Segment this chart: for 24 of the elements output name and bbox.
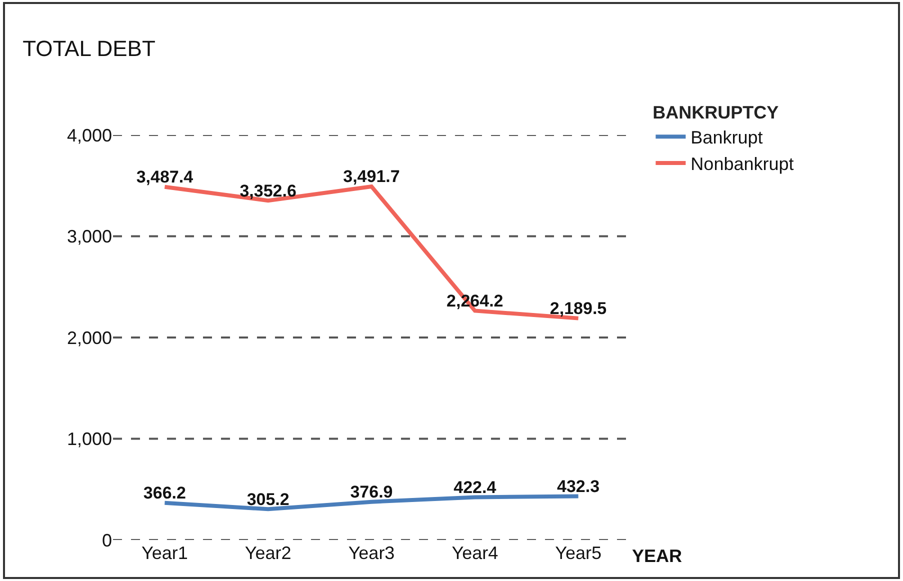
data-label: 366.2 — [143, 484, 186, 503]
y-tick-label: 1,000 — [66, 429, 112, 450]
data-label: 376.9 — [350, 482, 393, 502]
x-axis-title: YEAR — [632, 546, 682, 566]
x-tick-label: Year4 — [452, 543, 498, 563]
x-tick-label: Year3 — [348, 543, 395, 563]
legend-label: Bankrupt — [690, 128, 763, 148]
y-tick-label: 0 — [102, 530, 112, 550]
y-tick-label: 2,000 — [66, 328, 112, 348]
data-label: 432.3 — [557, 476, 600, 496]
data-label: 3,487.4 — [136, 168, 194, 187]
data-label: 305.2 — [246, 490, 290, 509]
x-tick-label: Year2 — [244, 543, 292, 563]
data-label: 3,491.7 — [343, 167, 400, 186]
y-tick-label: 4,000 — [66, 125, 112, 146]
x-tick-label: Year1 — [142, 543, 188, 563]
legend-label: Nonbankrupt — [690, 154, 794, 174]
legend-title: BANKRUPTCY — [652, 102, 779, 122]
x-tick-label: Year5 — [555, 543, 602, 563]
chart-title: TOTAL DEBT — [22, 36, 156, 62]
data-label: 3,352.6 — [240, 181, 296, 200]
y-tick-label: 3,000 — [66, 226, 112, 247]
data-label: 422.4 — [454, 478, 497, 497]
data-label: 2,189.5 — [550, 299, 607, 318]
